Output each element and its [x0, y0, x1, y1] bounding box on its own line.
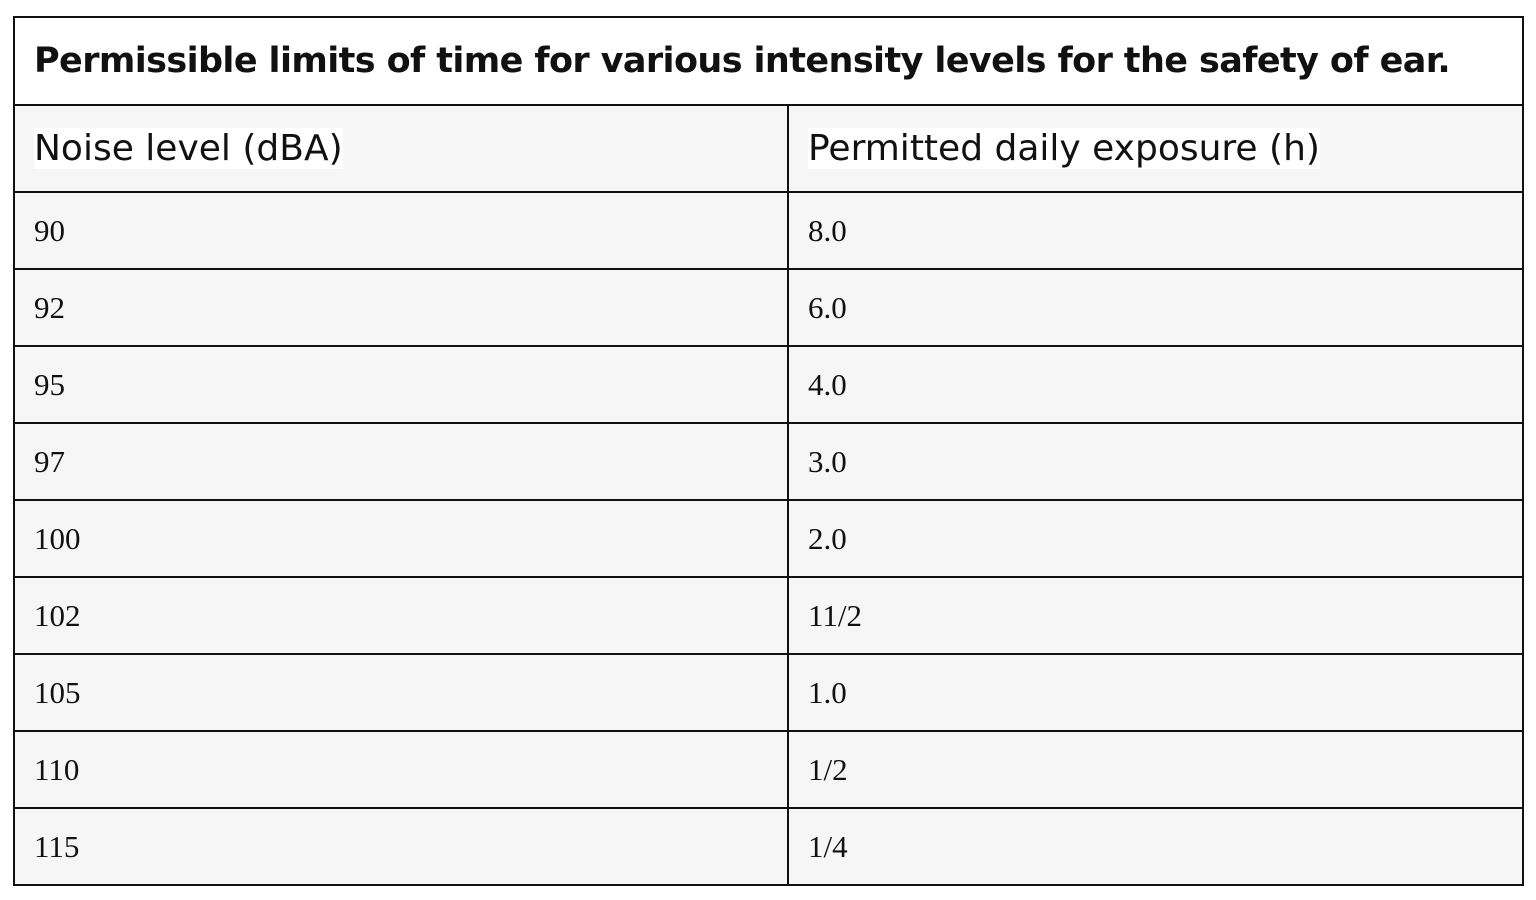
noise-level-cell: 97 [13, 422, 789, 501]
noise-level-cell: 90 [13, 191, 789, 270]
table-row: 100 2.0 [13, 499, 1525, 578]
exposure-cell: 3.0 [786, 422, 1525, 501]
table-caption-row: Permissible limits of time for various i… [12, 16, 1525, 106]
noise-level-cell: 92 [13, 268, 789, 347]
table-header-row: Noise level (dBA) Permitted daily exposu… [13, 104, 1525, 193]
exposure-cell: 6.0 [786, 268, 1525, 347]
column-header-noise-level-label: Noise level (dBA) [34, 128, 343, 169]
table-row: 97 3.0 [13, 422, 1525, 501]
exposure-cell: 8.0 [786, 191, 1525, 270]
noise-level-cell: 100 [13, 499, 789, 578]
noise-level-cell: 95 [13, 345, 789, 424]
exposure-cell: 4.0 [786, 345, 1525, 424]
table-row: 102 11/2 [13, 576, 1525, 655]
table-row: 115 1/4 [13, 807, 1525, 886]
table-row: 90 8.0 [13, 191, 1525, 270]
exposure-cell: 2.0 [786, 499, 1525, 578]
column-header-noise-level: Noise level (dBA) [13, 104, 789, 193]
exposure-cell: 1.0 [786, 653, 1525, 732]
table-row: 105 1.0 [13, 653, 1525, 732]
noise-level-cell: 115 [13, 807, 789, 886]
noise-level-cell: 110 [13, 730, 789, 809]
table-caption: Permissible limits of time for various i… [12, 16, 1525, 106]
exposure-cell: 11/2 [786, 576, 1525, 655]
column-header-permitted-exposure-label: Permitted daily exposure (h) [808, 128, 1320, 169]
table-row: 110 1/2 [13, 730, 1525, 809]
table-row: 92 6.0 [13, 268, 1525, 347]
noise-level-cell: 102 [13, 576, 789, 655]
exposure-cell: 1/4 [786, 807, 1525, 886]
column-header-permitted-exposure: Permitted daily exposure (h) [786, 104, 1525, 193]
exposure-table-container: Permissible limits of time for various i… [12, 16, 1525, 886]
table-row: 95 4.0 [13, 345, 1525, 424]
exposure-table: Permissible limits of time for various i… [12, 16, 1525, 886]
exposure-cell: 1/2 [786, 730, 1525, 809]
noise-level-cell: 105 [13, 653, 789, 732]
